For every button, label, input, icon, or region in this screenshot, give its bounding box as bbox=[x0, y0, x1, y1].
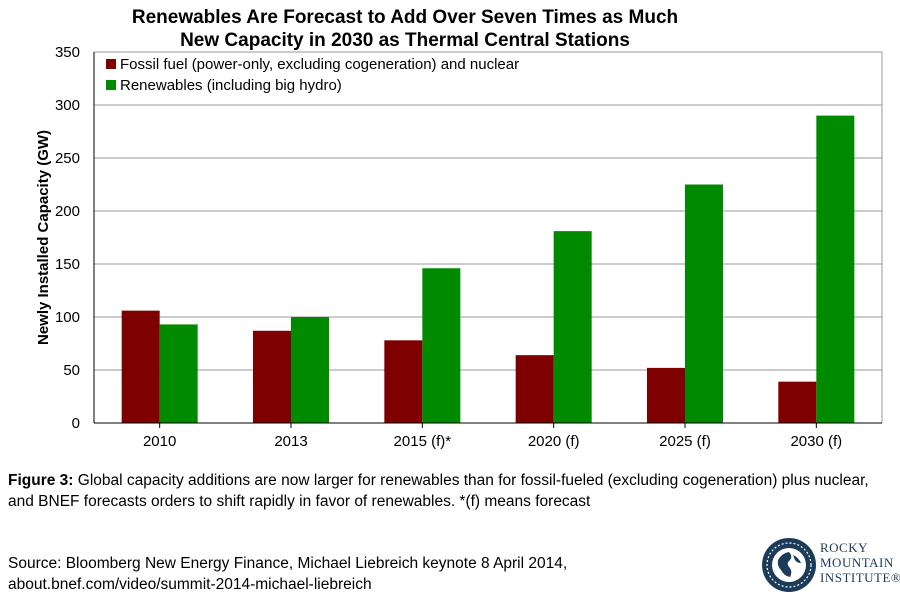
bar-fossil bbox=[121, 310, 160, 423]
logo-wordmark: ROCKY MOUNTAIN INSTITUTE® bbox=[820, 540, 900, 585]
y-tick-label: 150 bbox=[55, 256, 80, 273]
bar-renewables bbox=[159, 324, 198, 423]
logo-line: MOUNTAIN bbox=[820, 555, 894, 570]
x-tick-label: 2020 (f) bbox=[528, 433, 580, 450]
y-tick-label: 50 bbox=[63, 362, 80, 379]
chart-title: Renewables Are Forecast to Add Over Seve… bbox=[0, 6, 810, 52]
figure-caption: Figure 3: Global capacity additions are … bbox=[8, 470, 888, 512]
y-tick-label: 250 bbox=[55, 150, 80, 167]
x-tick-label: 2030 (f) bbox=[790, 433, 842, 450]
y-axis-label: Newly Installed Capacity (GW) bbox=[35, 130, 52, 345]
legend: Fossil fuel (power-only, excluding cogen… bbox=[106, 56, 519, 94]
axes: 0 50 100 150 200 250 300 350 2010 2013 2015 (f)* 20… bbox=[35, 44, 883, 450]
y-tick-label: 350 bbox=[55, 44, 80, 61]
bar-fossil bbox=[778, 381, 817, 423]
chart-title-line: New Capacity in 2030 as Thermal Central … bbox=[180, 30, 630, 51]
bar-renewables bbox=[553, 231, 592, 423]
bars bbox=[121, 115, 855, 423]
x-tick-label: 2025 (f) bbox=[659, 433, 711, 450]
y-tick-label: 0 bbox=[72, 415, 80, 432]
legend-label: Renewables (including big hydro) bbox=[120, 77, 342, 94]
source-line: Source: Bloomberg New Energy Finance, Mi… bbox=[8, 555, 568, 572]
rmi-logo: ROCKY MOUNTAIN INSTITUTE® bbox=[760, 536, 900, 596]
caption-label: Figure 3: bbox=[8, 472, 74, 489]
grid-lines bbox=[94, 51, 882, 371]
source-link[interactable]: about.bnef.com/video/summit-2014-michael… bbox=[8, 576, 372, 593]
logo-line: ROCKY bbox=[820, 540, 869, 555]
y-tick-label: 300 bbox=[55, 97, 80, 114]
globe-icon bbox=[762, 538, 816, 592]
bar-renewables bbox=[685, 184, 723, 423]
x-tick-label: 2010 bbox=[143, 433, 176, 450]
legend-swatch bbox=[106, 59, 116, 69]
bar-chart: 0 50 100 150 200 250 300 350 2010 2013 2015 (f)* 20… bbox=[35, 44, 883, 450]
chart-title-line: Renewables Are Forecast to Add Over Seve… bbox=[131, 7, 679, 28]
bar-fossil bbox=[515, 355, 554, 423]
bar-renewables bbox=[816, 115, 855, 423]
source-note: Source: Bloomberg New Energy Finance, Mi… bbox=[8, 553, 708, 595]
legend-swatch bbox=[106, 80, 116, 90]
x-tick-label: 2015 (f)* bbox=[394, 433, 452, 450]
logo-line: INSTITUTE® bbox=[820, 570, 900, 585]
bar-fossil bbox=[384, 340, 423, 423]
y-tick-label: 200 bbox=[55, 203, 80, 220]
legend-label: Fossil fuel (power-only, excluding cogen… bbox=[120, 56, 519, 73]
bar-fossil bbox=[253, 330, 291, 423]
bar-renewables bbox=[291, 317, 329, 423]
x-tick-label: 2013 bbox=[274, 433, 307, 450]
bar-renewables bbox=[422, 268, 461, 423]
bar-fossil bbox=[647, 367, 685, 423]
caption-text: Global capacity additions are now larger… bbox=[8, 472, 869, 510]
y-tick-label: 100 bbox=[55, 309, 80, 326]
